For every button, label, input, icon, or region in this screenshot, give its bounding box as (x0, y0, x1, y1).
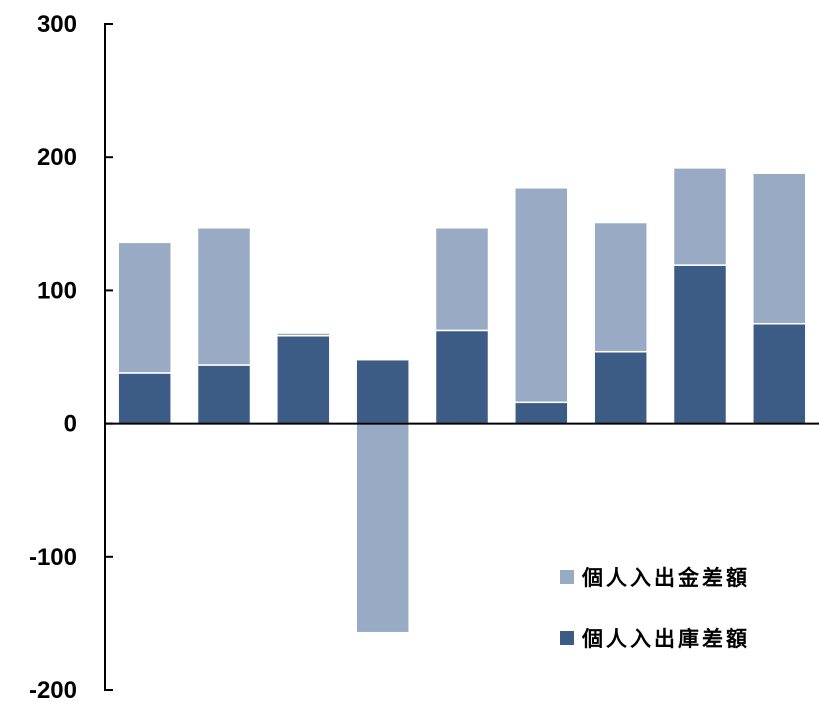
bar-series1-cat2 (276, 332, 331, 337)
bar-series0-cat3 (355, 358, 410, 425)
bar-series0-cat0 (117, 372, 172, 425)
legend-label: 個人入出庫差額 (581, 627, 750, 651)
bar-series0-cat1 (196, 364, 252, 425)
bar-series1-cat0 (117, 241, 172, 374)
y-tick-label: 100 (37, 277, 77, 304)
bar-series0-cat5 (514, 401, 569, 425)
axes-group: -200 -100 0 100 200 300 (29, 11, 819, 702)
bar-series0-cat2 (276, 334, 331, 425)
bar-series0-cat8 (752, 322, 807, 425)
legend-label: 個人入出金差額 (581, 566, 750, 590)
y-tick-label: -200 (29, 677, 77, 702)
bar-series1-cat1 (196, 227, 252, 366)
y-tick-label: -100 (29, 544, 77, 571)
y-tick-label: 200 (37, 144, 77, 171)
y-tick-label: 0 (64, 411, 77, 438)
bar-series1-cat3 (355, 422, 410, 634)
bar-series0-cat7 (672, 264, 728, 425)
bar-series1-cat7 (672, 167, 728, 266)
y-tick-label: 300 (37, 11, 77, 38)
legend-swatch (560, 631, 574, 645)
bar-series1-cat6 (593, 221, 648, 353)
bars-group (117, 167, 807, 634)
bar-series1-cat4 (434, 227, 490, 332)
bar-series0-cat4 (434, 329, 490, 425)
bar-series1-cat5 (514, 187, 569, 404)
bar-series1-cat8 (752, 172, 807, 325)
legend-swatch (560, 570, 574, 584)
bar-series0-cat6 (593, 350, 648, 425)
